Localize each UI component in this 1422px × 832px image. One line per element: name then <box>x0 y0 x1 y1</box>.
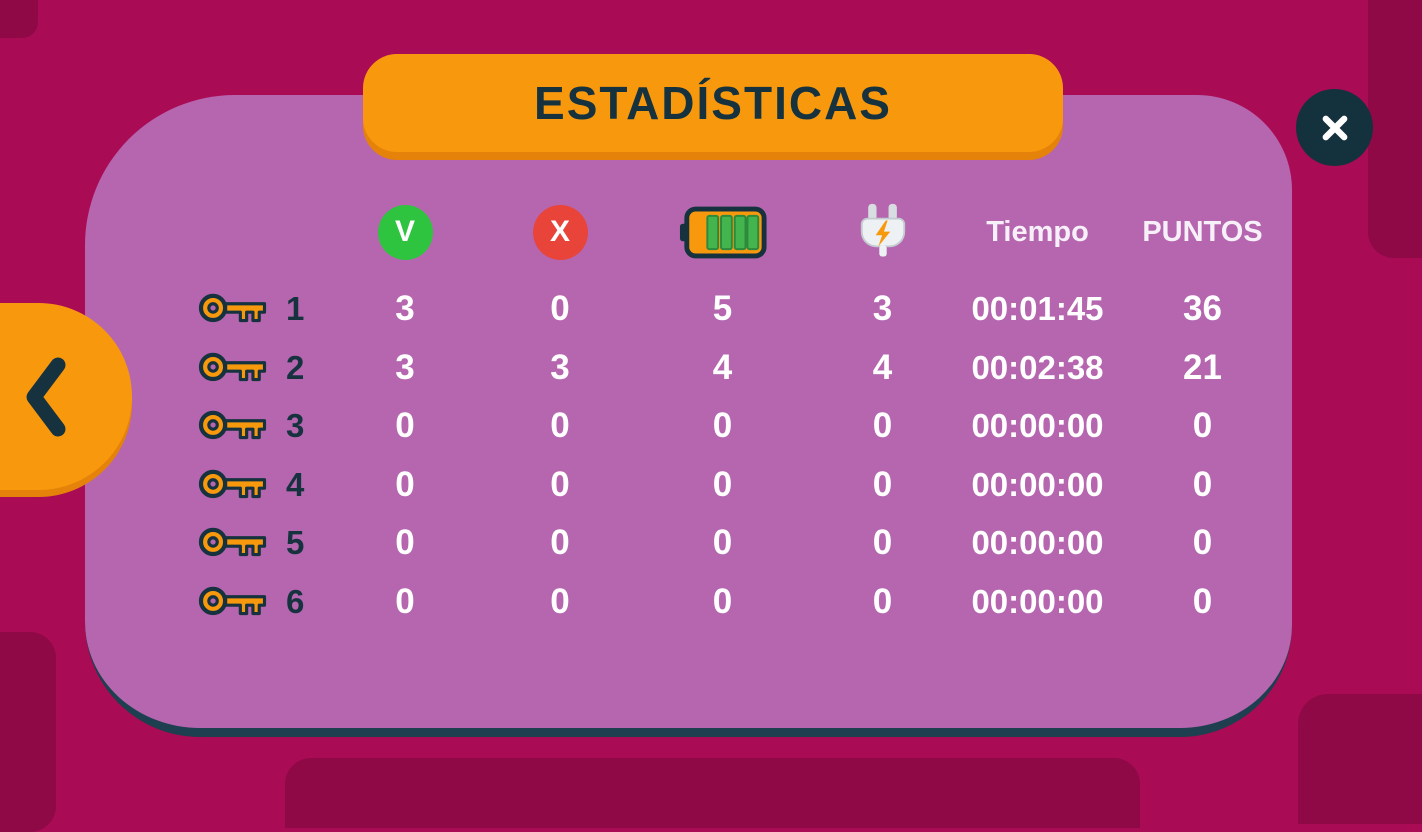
key-icon <box>198 411 267 440</box>
points-value: 0 <box>1192 406 1213 446</box>
header-correct: V <box>330 184 480 280</box>
close-button[interactable] <box>1296 89 1373 166</box>
level-number: 2 <box>286 348 305 386</box>
points-value: 36 <box>1183 289 1222 329</box>
plug-count: 0 <box>872 464 893 504</box>
correct-count: 0 <box>395 523 415 563</box>
title-banner: ESTADÍSTICAS <box>363 54 1063 152</box>
plug-count: 0 <box>872 523 893 563</box>
plug-count: 3 <box>872 289 893 329</box>
stats-table: V X Tiempo PUNTOS <box>170 184 1290 631</box>
wrong-count: 3 <box>550 347 570 387</box>
wrong-count: 0 <box>550 464 570 504</box>
level-number: 5 <box>286 524 305 562</box>
level-cell: 6 <box>170 573 330 632</box>
points-value: 0 <box>1192 581 1213 621</box>
page-title: ESTADÍSTICAS <box>534 77 892 129</box>
plug-icon <box>860 203 905 257</box>
key-icon <box>198 586 267 615</box>
header-plug <box>805 184 960 280</box>
level-number: 4 <box>286 465 305 503</box>
correct-count: 0 <box>395 464 415 504</box>
key-icon <box>198 469 267 498</box>
wrong-count: 0 <box>550 523 570 563</box>
correct-count: 0 <box>395 581 415 621</box>
time-value: 00:01:45 <box>971 290 1104 328</box>
level-number: 1 <box>286 290 305 328</box>
background-shape <box>1368 0 1422 258</box>
plug-count: 0 <box>872 581 893 621</box>
check-icon: V <box>377 204 433 260</box>
background-shape <box>1298 694 1422 824</box>
wrong-count: 0 <box>550 406 570 446</box>
battery-icon <box>679 206 767 258</box>
correct-count: 0 <box>395 406 415 446</box>
header-level <box>170 184 330 280</box>
plug-count: 0 <box>872 406 893 446</box>
level-number: 6 <box>286 582 305 620</box>
level-cell: 3 <box>170 397 330 456</box>
points-value: 21 <box>1183 347 1222 387</box>
header-tiempo: Tiempo <box>986 215 1089 248</box>
wrong-count: 0 <box>550 581 570 621</box>
level-cell: 2 <box>170 339 330 398</box>
close-icon <box>1322 115 1347 140</box>
points-value: 0 <box>1192 464 1213 504</box>
plug-count: 4 <box>872 347 893 387</box>
key-icon <box>198 294 267 323</box>
cross-icon: X <box>532 204 588 260</box>
back-chevron-icon <box>26 357 66 436</box>
battery-count: 4 <box>712 347 733 387</box>
level-number: 3 <box>286 407 305 445</box>
battery-count: 0 <box>712 581 733 621</box>
level-cell: 4 <box>170 456 330 515</box>
level-cell: 1 <box>170 280 330 339</box>
correct-count: 3 <box>395 347 415 387</box>
battery-count: 5 <box>712 289 733 329</box>
stats-panel <box>85 95 1292 737</box>
battery-count: 0 <box>712 406 733 446</box>
background-shape <box>285 758 1140 828</box>
key-icon <box>198 528 267 557</box>
key-icon <box>198 352 267 381</box>
time-value: 00:00:00 <box>971 465 1104 503</box>
battery-count: 0 <box>712 523 733 563</box>
level-cell: 5 <box>170 514 330 573</box>
battery-count: 0 <box>712 464 733 504</box>
background-shape <box>0 632 56 832</box>
time-value: 00:02:38 <box>971 348 1104 386</box>
header-puntos: PUNTOS <box>1142 215 1263 248</box>
time-value: 00:00:00 <box>971 582 1104 620</box>
correct-count: 3 <box>395 289 415 329</box>
header-wrong: X <box>480 184 640 280</box>
time-value: 00:00:00 <box>971 524 1104 562</box>
header-battery <box>640 184 805 280</box>
background-shape <box>0 0 38 38</box>
wrong-count: 0 <box>550 289 570 329</box>
time-value: 00:00:00 <box>971 407 1104 445</box>
points-value: 0 <box>1192 523 1213 563</box>
